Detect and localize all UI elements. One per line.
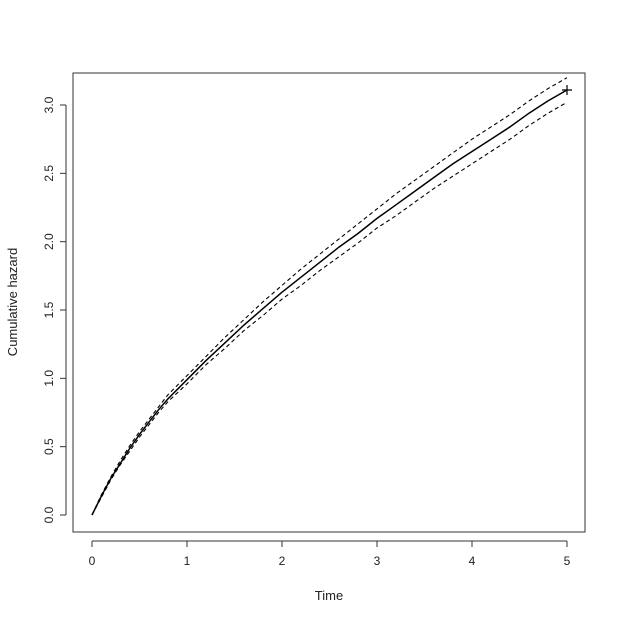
y-tick-label: 2.0 [42, 233, 56, 250]
y-tick-label: 2.5 [42, 165, 56, 182]
x-tick-label: 1 [184, 554, 191, 568]
y-tick-label: 1.0 [42, 370, 56, 387]
y-tick-label: 3.0 [42, 96, 56, 113]
x-tick-label: 5 [564, 554, 571, 568]
confidence-band-line-1 [91, 77, 568, 516]
x-axis-title: Time [315, 588, 343, 603]
x-axis: 0 1 2 3 4 5 [89, 540, 571, 568]
y-tick-label: 0.0 [42, 506, 56, 523]
y-tick-label: 1.5 [42, 301, 56, 318]
end-marker [562, 84, 572, 95]
y-tick-label: 0.5 [42, 438, 56, 455]
plot-frame [72, 72, 586, 533]
series-layer [91, 77, 568, 516]
x-tick-label: 4 [469, 554, 476, 568]
y-axis: 0.0 0.5 1.0 1.5 2.0 2.5 3.0 [42, 96, 67, 523]
x-tick-label: 3 [374, 554, 381, 568]
x-tick-label: 2 [279, 554, 286, 568]
x-tick-label: 0 [89, 554, 96, 568]
confidence-band-line-2 [91, 101, 568, 516]
estimate-line [91, 89, 568, 516]
y-axis-title: Cumulative hazard [5, 248, 20, 356]
marker-layer [562, 84, 572, 95]
